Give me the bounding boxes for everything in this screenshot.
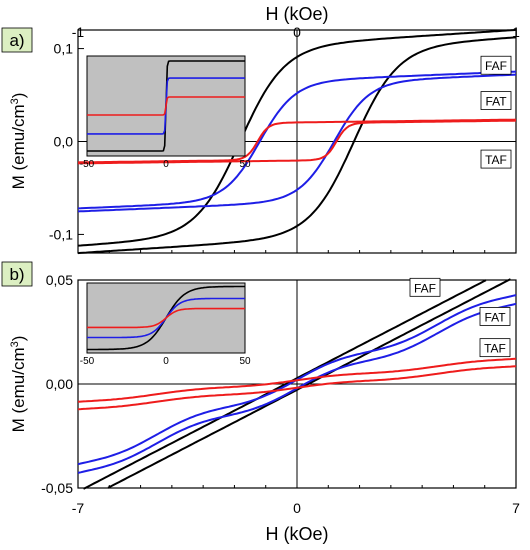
panel-a-label-fat: FAT <box>485 95 507 109</box>
panel-a-inset-tick-left: -50 <box>80 159 95 170</box>
panel-b-curve-taf-ascending <box>77 365 517 411</box>
panel-b-label: b) <box>9 265 24 284</box>
panel-b-ytick-label: -0,05 <box>41 480 73 496</box>
panel-a-label-faf: FAF <box>485 59 507 73</box>
panel-b: b) H (kOe) -7 0 7 M (emu/cm3) 0,05 0,00 -0… <box>1 261 520 544</box>
panel-a-curves <box>77 28 517 255</box>
panel-a-curve-faf-descending <box>77 28 517 247</box>
panel-a-badge <box>1 27 33 53</box>
panel-b-curves <box>77 278 517 490</box>
panel-a-label: a) <box>9 31 24 50</box>
panel-b-ytick-label: 0,05 <box>46 272 73 288</box>
panel-b-inset: -50 0 50 <box>80 282 251 367</box>
panel-b-badge <box>1 261 33 287</box>
panel-a-inset: -50 0 50 <box>80 55 251 170</box>
panel-a-inset-tick-right: 50 <box>239 159 251 170</box>
panel-a-top-tick-right: 1 <box>512 24 520 40</box>
panel-b-inset-curve-red <box>87 307 245 329</box>
panel-a-inset-tick-mid: 0 <box>163 159 169 170</box>
panel-a-curve-fat-ascending <box>77 73 517 213</box>
panel-a-inset-curves <box>87 60 245 152</box>
panel-a-label-box-fat <box>480 91 512 110</box>
panel-a-label-taf: TAF <box>485 153 507 167</box>
panel-a-label-box-faf <box>480 55 512 75</box>
panel-b-inset-tick-left: -50 <box>80 356 95 367</box>
panel-b-inset-tick-mid: 0 <box>163 356 169 367</box>
panel-a-ytick-label: 0,0 <box>54 134 74 150</box>
panel-b-label-box-fat <box>479 307 511 326</box>
panel-b-xlabel: H (kOe) <box>266 524 329 544</box>
panel-b-label-box-taf <box>479 338 511 358</box>
panel-a-curve-fat-descending <box>77 70 517 210</box>
panel-b-series-labels: FAF FAT TAF <box>409 277 511 358</box>
panel-b-ylabel: M (emu/cm3) <box>9 336 28 433</box>
panel-b-xtick-right: 7 <box>512 500 520 516</box>
panel-b-xtick-left: -7 <box>72 500 85 516</box>
panel-b-label-faf: FAF <box>414 281 436 295</box>
panel-b-curve-faf-descending <box>83 279 487 490</box>
panel-b-ytick-label: 0,00 <box>46 376 73 392</box>
panel-a-curve-faf-ascending <box>77 36 517 255</box>
panel-b-curve-taf-descending <box>77 357 517 403</box>
panel-a-yticks: 0,1 0,0 -0,1 <box>49 41 517 253</box>
panel-b-label-fat: FAT <box>484 310 506 324</box>
panel-b-inset-curves <box>87 285 245 351</box>
panel-a-curve-taf-descending <box>77 118 517 164</box>
panel-a-top-xlabel: H (kOe) <box>266 4 329 24</box>
panel-a: a) H (kOe) -1 0 1 M (emu/cm3) 0,1 0,0 -0,1… <box>1 4 520 255</box>
panel-a-top-tick-left: -1 <box>72 24 85 40</box>
panel-b-label-box-faf <box>409 277 441 297</box>
panel-b-curve-faf-ascending <box>107 278 511 489</box>
panel-a-ytick-label: 0,1 <box>54 41 74 57</box>
panel-a-series-labels: FAF FAT TAF <box>480 55 512 169</box>
panel-a-ylabel: M (emu/cm3) <box>9 93 28 190</box>
panel-a-inset-curve-red <box>87 96 245 116</box>
panel-b-label-taf: TAF <box>484 342 506 356</box>
panel-a-ytick-label: -0,1 <box>49 226 73 242</box>
panel-b-inset-tick-right: 50 <box>239 356 251 367</box>
panel-b-xtick-mid: 0 <box>293 500 301 516</box>
panel-a-label-box-taf <box>480 149 512 169</box>
